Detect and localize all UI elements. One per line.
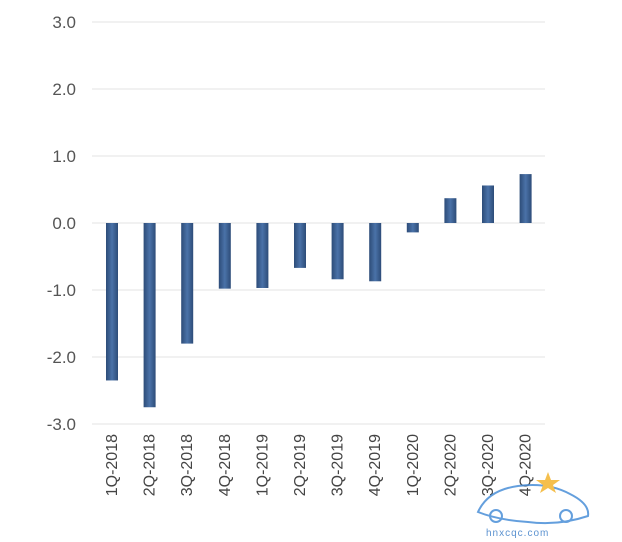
y-tick-label: -1.0 — [47, 281, 76, 300]
x-category-label: 1Q-2019 — [254, 434, 271, 496]
bar — [256, 223, 269, 288]
bar — [519, 174, 532, 223]
x-category-label: 2Q-2019 — [292, 434, 309, 496]
watermark-logo: hnxcqc.com — [476, 472, 590, 539]
y-tick-label: -2.0 — [47, 348, 76, 367]
x-category-label: 1Q-2018 — [104, 434, 121, 496]
y-tick-label: 2.0 — [52, 80, 76, 99]
bar — [369, 223, 382, 282]
x-category-label: 4Q-2020 — [518, 434, 535, 496]
bar — [218, 223, 231, 289]
x-category-label: 4Q-2018 — [217, 434, 234, 496]
y-tick-label: 0.0 — [52, 214, 76, 233]
x-category-label: 2Q-2018 — [142, 434, 159, 496]
bar — [143, 223, 156, 408]
x-category-label: 1Q-2020 — [405, 434, 422, 496]
bar — [106, 223, 118, 381]
x-category-label: 3Q-2018 — [179, 434, 196, 496]
bar — [482, 185, 494, 223]
x-category-label: 3Q-2020 — [480, 434, 497, 496]
bar — [181, 223, 194, 344]
y-axis-ticks: 3.0 2.0 1.0 0.0 -1.0 -2.0 -3.0 — [47, 13, 76, 434]
x-category-label: 2Q-2020 — [442, 434, 459, 496]
watermark-text: hnxcqc.com — [486, 528, 549, 539]
bars — [106, 174, 532, 408]
x-category-label: 3Q-2019 — [330, 434, 347, 496]
bar — [406, 223, 419, 233]
bar — [331, 223, 344, 280]
y-tick-label: 3.0 — [52, 13, 76, 32]
y-tick-label: 1.0 — [52, 147, 76, 166]
bar — [294, 223, 306, 268]
x-axis-categories: 1Q-2018 2Q-2018 3Q-2018 4Q-2018 1Q-2019 2Q-20… — [104, 434, 535, 496]
bar — [444, 198, 457, 223]
gridlines — [92, 21, 545, 425]
x-category-label: 4Q-2019 — [367, 434, 384, 496]
y-tick-label: -3.0 — [47, 415, 76, 434]
